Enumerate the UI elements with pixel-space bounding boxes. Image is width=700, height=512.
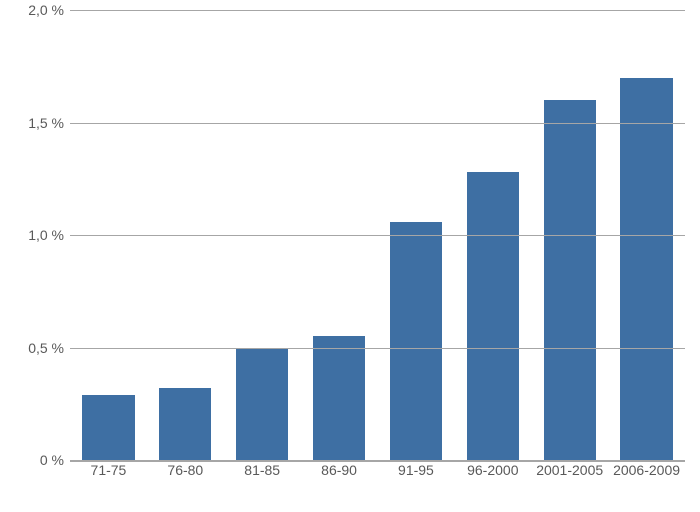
- bar: [236, 348, 288, 461]
- x-tick-label: 91-95: [378, 462, 455, 478]
- bar: [390, 222, 442, 461]
- x-tick-label: 2006-2009: [608, 462, 685, 478]
- y-tick-label: 1,0 %: [4, 227, 64, 243]
- x-tick-label: 86-90: [301, 462, 378, 478]
- bar-chart: 0 % 0,5 % 1,0 % 1,5 % 2,0 % 71-7576-8081-858…: [0, 0, 700, 512]
- x-tick-label: 71-75: [70, 462, 147, 478]
- y-tick-label: 0 %: [4, 452, 64, 468]
- plot-area: [70, 10, 685, 462]
- x-axis-labels: 71-7576-8081-8586-9091-9596-20002001-200…: [70, 462, 685, 478]
- bar: [159, 388, 211, 460]
- x-tick-label: 81-85: [224, 462, 301, 478]
- y-tick-label: 0,5 %: [4, 340, 64, 356]
- x-tick-label: 76-80: [147, 462, 224, 478]
- gridline: [70, 123, 685, 124]
- gridline: [70, 235, 685, 236]
- gridline: [70, 348, 685, 349]
- bar: [467, 172, 519, 460]
- y-tick-label: 2,0 %: [4, 2, 64, 18]
- gridline: [70, 10, 685, 11]
- x-tick-label: 2001-2005: [531, 462, 608, 478]
- bar: [620, 78, 672, 461]
- bar: [82, 395, 134, 460]
- bar: [313, 336, 365, 460]
- x-tick-label: 96-2000: [454, 462, 531, 478]
- bar: [544, 100, 596, 460]
- y-tick-label: 1,5 %: [4, 115, 64, 131]
